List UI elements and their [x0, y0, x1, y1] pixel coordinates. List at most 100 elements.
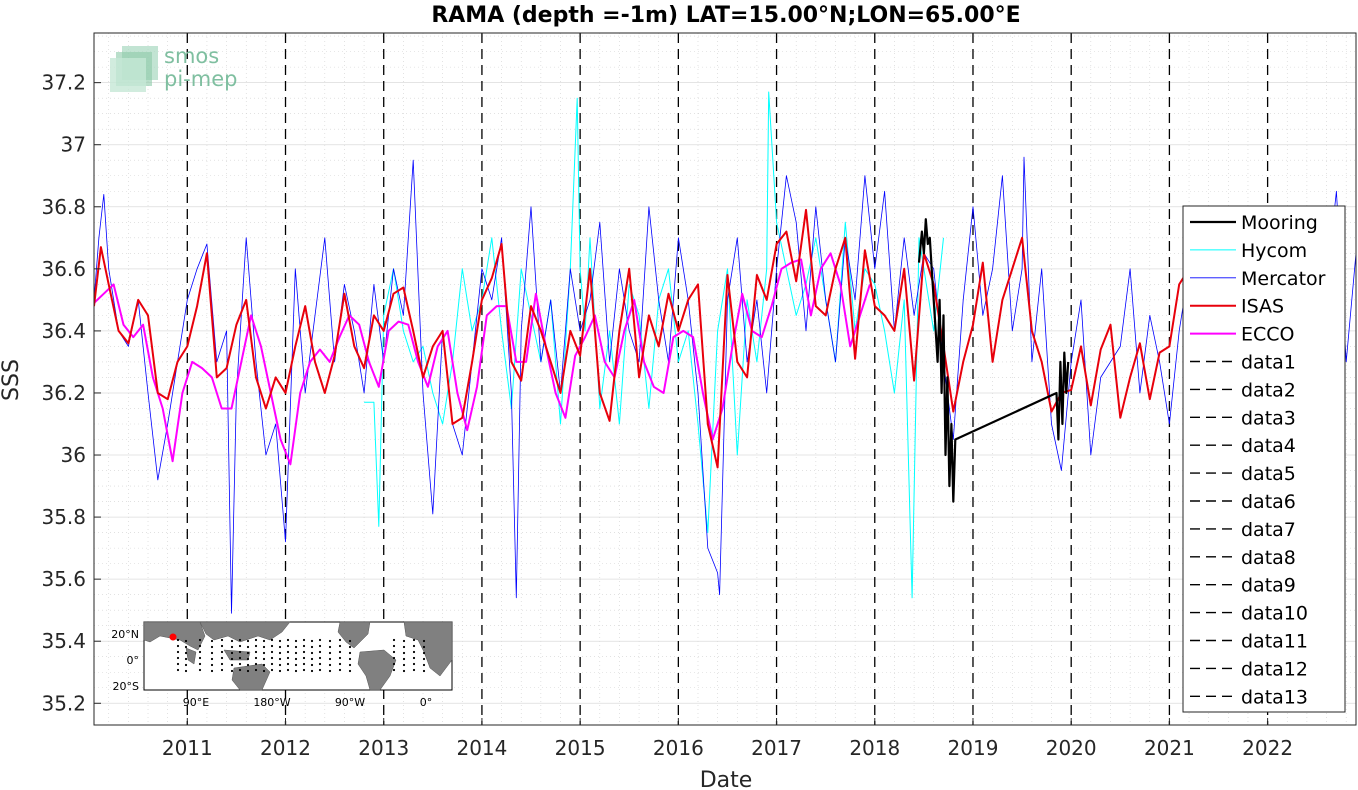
mooring-dot — [246, 639, 250, 643]
map-lon-label-1: 90°E — [183, 696, 209, 709]
mooring-dot — [198, 650, 202, 654]
mooring-dot — [246, 645, 250, 649]
mooring-dot — [422, 669, 426, 673]
mooring-dot — [412, 662, 416, 666]
x-tick-label: 2015 — [555, 736, 606, 760]
legend-label-mercator: Mercator — [1241, 268, 1326, 290]
mooring-dot — [392, 662, 396, 666]
mooring-dot — [338, 668, 342, 672]
mooring-dot — [210, 651, 214, 655]
mooring-dot — [254, 650, 258, 654]
mooring-dot — [402, 651, 406, 655]
mooring-dot — [338, 656, 342, 660]
map-lon-label-4: 0° — [420, 696, 433, 709]
mooring-dot — [238, 638, 242, 642]
series-layer — [94, 91, 1356, 614]
x-tick-label: 2014 — [456, 736, 507, 760]
mooring-dot — [286, 668, 290, 672]
x-tick-label: 2011 — [162, 736, 213, 760]
mooring-dot — [254, 656, 258, 660]
mooring-dot — [318, 662, 322, 666]
mooring-dot — [328, 645, 332, 649]
chart-title: RAMA (depth =-1m) LAT=15.00°N;LON=65.00°… — [431, 3, 1020, 28]
y-tick-label: 36.2 — [41, 381, 86, 405]
mooring-dot — [220, 662, 224, 666]
y-tick-label: 35.8 — [41, 505, 86, 529]
mooring-dot — [198, 638, 202, 642]
mooring-dot — [184, 639, 188, 643]
mooring-dot — [262, 645, 266, 649]
mooring-dot — [310, 645, 314, 649]
mooring-dot — [392, 668, 396, 672]
mooring-dot — [198, 644, 202, 648]
mooring-dot — [302, 668, 306, 672]
legend-label-data7: data7 — [1241, 519, 1296, 541]
legend-label-mooring: Mooring — [1241, 212, 1318, 234]
mooring-dot — [270, 662, 274, 666]
mooring-dot — [254, 662, 258, 666]
mooring-dot — [328, 651, 332, 655]
mooring-dot — [262, 651, 266, 655]
y-tick-label: 36.8 — [41, 195, 86, 219]
mooring-dot — [310, 651, 314, 655]
mooring-dot — [262, 663, 266, 667]
mooring-dot — [176, 638, 180, 642]
mooring-dot — [220, 638, 224, 642]
mooring-dot — [220, 650, 224, 654]
mooring-dot — [176, 662, 180, 666]
mooring-dot — [230, 645, 234, 649]
map-lat-label-1: 20°N — [111, 628, 139, 641]
logo-text-line2: pi-mep — [164, 67, 237, 91]
mooring-dot — [270, 650, 274, 654]
mooring-dot — [348, 645, 352, 649]
mooring-dot — [412, 638, 416, 642]
mooring-dot — [328, 639, 332, 643]
mooring-dot — [230, 657, 234, 661]
y-axis-ticks: 35.2 35.4 35.6 35.8 36 36.2 36.4 36.6 36.8 37 37.2 — [41, 71, 101, 715]
mooring-dot — [318, 656, 322, 660]
plot-border — [93, 32, 1357, 726]
logo-text-line1: smos — [164, 44, 219, 68]
mooring-dot — [210, 657, 214, 661]
mooring-dot — [294, 657, 298, 661]
mooring-dot — [176, 644, 180, 648]
mooring-dot — [210, 669, 214, 673]
x-tick-label: 2019 — [948, 736, 999, 760]
mooring-dot — [210, 639, 214, 643]
mooring-dot — [422, 651, 426, 655]
mooring-dot — [294, 663, 298, 667]
x-axis-label: Date — [700, 768, 753, 790]
mooring-dot — [302, 644, 306, 648]
mooring-dot — [278, 651, 282, 655]
mooring-dot — [238, 650, 242, 654]
mooring-dot — [270, 638, 274, 642]
mooring-dot — [310, 663, 314, 667]
mooring-dot — [246, 663, 250, 667]
legend-label-ecco: ECCO — [1241, 324, 1295, 346]
y-tick-label: 37.2 — [41, 71, 86, 95]
mooring-dot — [238, 656, 242, 660]
mooring-dot — [270, 644, 274, 648]
mooring-dot — [328, 663, 332, 667]
mooring-dot — [262, 657, 266, 661]
x-tick-label: 2018 — [849, 736, 900, 760]
mooring-dot — [348, 657, 352, 661]
mooring-dot — [286, 650, 290, 654]
mooring-dot — [270, 656, 274, 660]
legend-label-data5: data5 — [1241, 463, 1296, 485]
y-tick-label: 35.2 — [41, 691, 86, 715]
mooring-dot — [184, 669, 188, 673]
mooring-dot — [220, 656, 224, 660]
mooring-dot — [392, 650, 396, 654]
mooring-dot — [310, 657, 314, 661]
map-lon-label-3: 90°W — [335, 696, 365, 709]
mooring-dot — [302, 638, 306, 642]
mooring-dot — [230, 651, 234, 655]
mooring-dot — [184, 651, 188, 655]
mooring-dot — [348, 663, 352, 667]
mooring-dot — [302, 650, 306, 654]
mooring-dot — [422, 639, 426, 643]
mooring-dot — [278, 663, 282, 667]
x-tick-label: 2012 — [260, 736, 311, 760]
